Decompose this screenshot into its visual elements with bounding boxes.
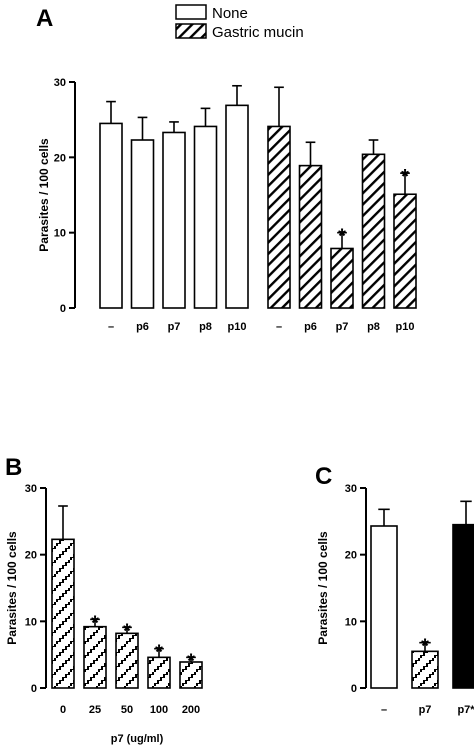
panel-a-category-label: p6 — [136, 321, 149, 333]
legend-mucin-swatch — [175, 23, 207, 39]
panel-b-significance-star: * — [187, 650, 195, 672]
panel-b-ytick-label: 30 — [25, 483, 37, 495]
panel-c-ytick-label: 20 — [345, 550, 357, 562]
panel-c-ytick-label: 0 — [351, 683, 357, 695]
panel-a-bar — [193, 125, 218, 309]
panel-a-bar — [162, 131, 186, 309]
legend-none-swatch — [175, 4, 207, 20]
panel-a-bar — [393, 193, 417, 309]
panel-b-ytick-label: 0 — [31, 683, 37, 695]
panel-a-chart: 0 10 20 30 – p6 p7 p8 p10 – p6 * p7 p8 * p10 — [54, 77, 417, 333]
panel-c-category-label: p7* — [457, 704, 474, 716]
panel-b-category-label: 0 — [60, 704, 66, 716]
panel-c-category-label: p7 — [419, 704, 432, 716]
panel-a-ytick-label: 0 — [60, 303, 66, 315]
panel-a-bar — [267, 125, 291, 309]
panel-a-letter: A — [36, 5, 53, 32]
panel-a-category-label: p8 — [367, 321, 380, 333]
panel-b-significance-star: * — [123, 620, 131, 642]
panel-c-significance-star: * — [421, 636, 429, 658]
panel-b-category-label: 200 — [182, 704, 200, 716]
panel-a-category-label: – — [276, 321, 282, 333]
panel-a-bar — [130, 139, 155, 309]
panel-a-bar — [361, 153, 386, 309]
panel-b-bar — [83, 625, 107, 689]
panel-a-bar — [298, 164, 323, 309]
panel-a-ytick-label: 20 — [54, 152, 66, 164]
panel-a-bar — [225, 104, 249, 309]
panel-c-bar — [370, 525, 398, 689]
legend-mucin-label: Gastric mucin — [212, 24, 304, 41]
panel-c-ytick-label: 10 — [345, 616, 357, 628]
panel-c-bar — [452, 523, 474, 689]
panel-b-category-label: 50 — [121, 704, 133, 716]
legend-none-label: None — [212, 5, 248, 22]
panel-c-chart: 0 10 20 30 – * p7 p7* — [345, 483, 474, 716]
panel-a-significance-star: * — [401, 166, 409, 188]
panel-a-legend: None Gastric mucin — [175, 4, 304, 41]
panel-c-ylabel: Parasites / 100 cells — [316, 531, 330, 645]
panel-b-chart: 0 10 20 30 0 * 25 * 50 * 100 * 200 — [25, 483, 203, 716]
panel-b-category-label: 100 — [150, 704, 168, 716]
panel-c-ytick-label: 30 — [345, 483, 357, 495]
panel-a-significance-star: * — [338, 226, 346, 248]
panel-a-ytick-label: 30 — [54, 77, 66, 89]
panel-b-xlabel: p7 (ug/ml) — [111, 733, 164, 745]
panel-c-letter: C — [315, 463, 332, 490]
panel-a-category-label: p7 — [168, 321, 181, 333]
panel-a-bar — [330, 247, 354, 309]
panel-b-ytick-label: 10 — [25, 616, 37, 628]
panel-a-ytick-label: 10 — [54, 228, 66, 240]
panel-b-significance-star: * — [91, 612, 99, 634]
panel-a-ylabel: Parasites / 100 cells — [37, 138, 51, 252]
panel-a-category-label: p10 — [396, 321, 415, 333]
panel-c-category-label: – — [381, 704, 387, 716]
panel-b-bar — [51, 538, 75, 689]
panel-a-bar — [99, 122, 123, 309]
panel-a-category-label: p6 — [304, 321, 317, 333]
panel-b-letter: B — [5, 454, 22, 481]
panel-a-category-label: p8 — [199, 321, 212, 333]
panel-b-significance-star: * — [155, 642, 163, 664]
panel-a-category-label: p7 — [336, 321, 349, 333]
panel-b-ylabel: Parasites / 100 cells — [5, 531, 19, 645]
panel-a-category-label: p10 — [228, 321, 247, 333]
panel-b-ytick-label: 20 — [25, 550, 37, 562]
panel-b-category-label: 25 — [89, 704, 101, 716]
panel-a-category-label: – — [108, 321, 114, 333]
